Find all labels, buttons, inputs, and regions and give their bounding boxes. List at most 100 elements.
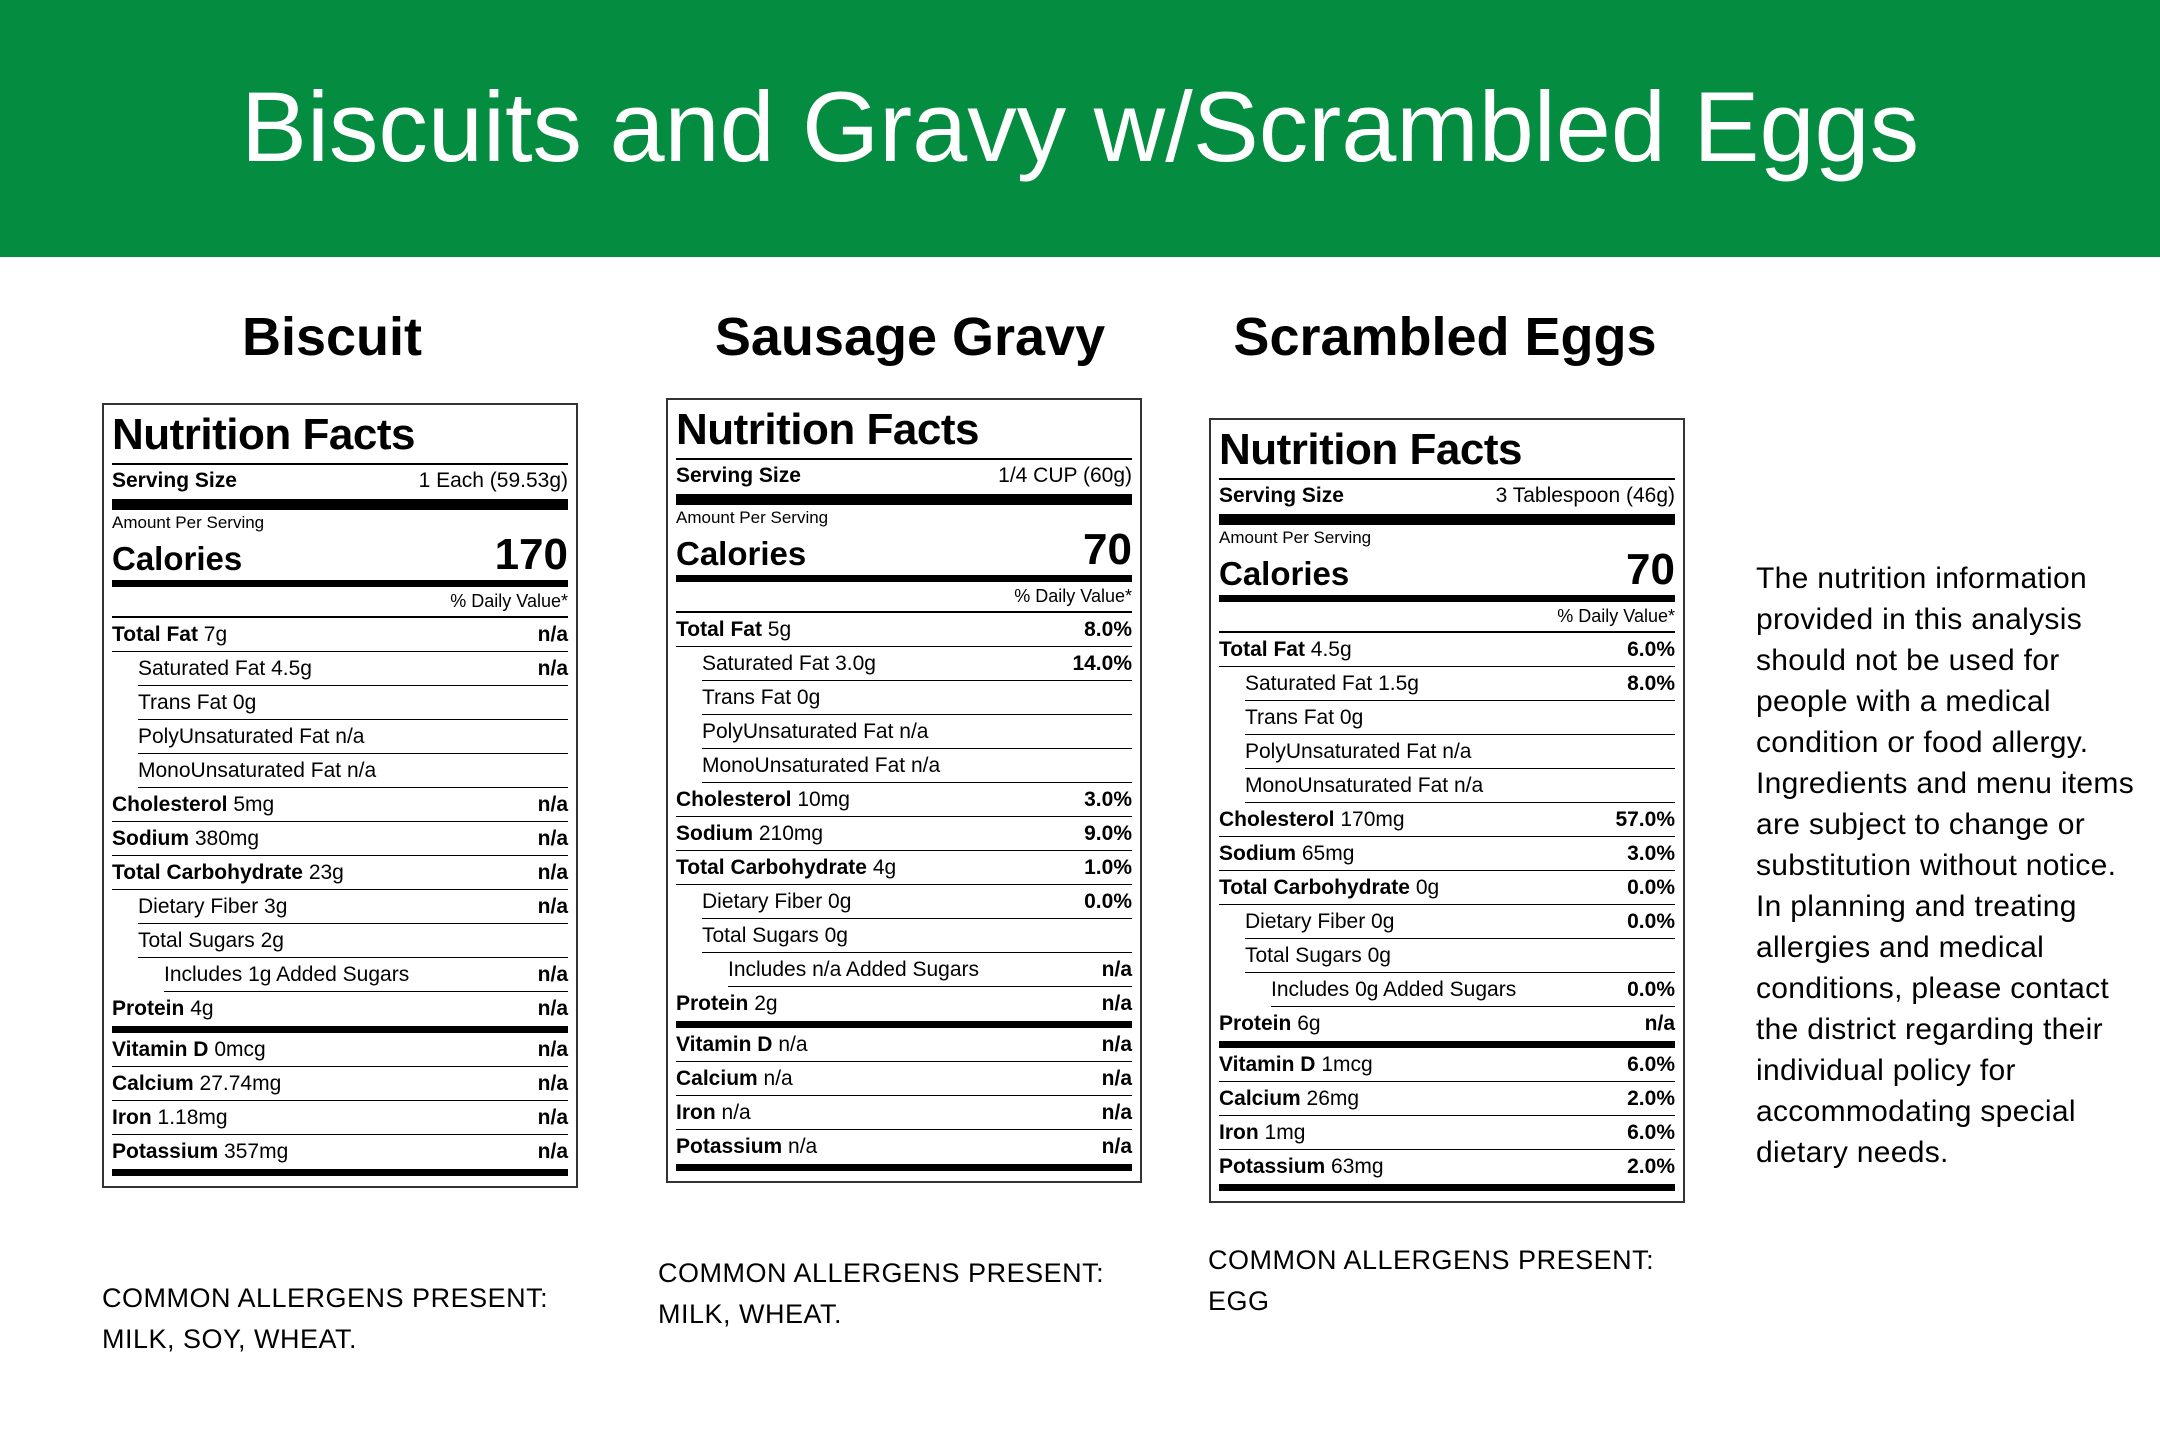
nutrient-label: Vitamin D 0mcg <box>112 1038 266 1062</box>
daily-value-percent: 1.0% <box>1084 855 1132 879</box>
daily-value-percent: n/a <box>537 894 568 918</box>
nutrient-amount: 170mg <box>1340 807 1405 831</box>
serving-size-label: Serving Size <box>1219 484 1344 507</box>
nutrient-name: Includes <box>728 957 807 981</box>
nutrient-name: Total Sugars <box>1245 943 1362 967</box>
nutrient-name: PolyUnsaturated Fat <box>138 724 330 748</box>
nutrient-label: Dietary Fiber 0g <box>1245 910 1394 934</box>
nutrient-amount: n/a <box>788 1135 818 1158</box>
nutrient-amount: 27.74mg <box>199 1071 282 1095</box>
nutrient-name: Trans Fat <box>702 685 792 709</box>
daily-value-header: % Daily Value* <box>1219 602 1675 633</box>
nutrient-amount: 4g <box>872 855 897 879</box>
heading-sausage-gravy: Sausage Gravy <box>714 307 1106 367</box>
daily-value-percent: n/a <box>1101 957 1132 981</box>
daily-value-percent: 3.0% <box>1084 787 1132 811</box>
nutrient-label: Iron 1.18mg <box>112 1106 228 1130</box>
nutrient-row: Trans Fat 0g <box>1245 701 1675 735</box>
nutrient-label: Includes 0g Added Sugars <box>1271 978 1516 1002</box>
nutrient-amount: 4.5g <box>271 656 312 680</box>
nutrient-label: Vitamin D n/a <box>676 1033 808 1057</box>
bottom-divider <box>1219 1184 1675 1191</box>
nutrient-amount: 10mg <box>797 787 850 811</box>
nutrient-label: Total Fat 7g <box>112 623 227 647</box>
nutrient-name: Total Carbohydrate <box>1219 875 1410 899</box>
nutrient-label: Trans Fat 0g <box>702 686 820 710</box>
nutrient-label: Calcium 27.74mg <box>112 1072 281 1096</box>
nutrient-amount: 2g <box>260 928 284 952</box>
nutrient-label: Total Carbohydrate 23g <box>112 861 344 885</box>
nutrient-row: Dietary Fiber 3g n/a <box>138 890 568 924</box>
nutrient-name: Vitamin D <box>676 1032 773 1056</box>
nutrient-row: Total Sugars 0g <box>1245 939 1675 973</box>
amount-per-serving: Amount Per Serving <box>676 508 829 527</box>
heading-biscuit: Biscuit <box>241 307 423 367</box>
nutrient-amount: 3g <box>264 894 288 918</box>
nutrient-name: PolyUnsaturated Fat <box>702 719 894 743</box>
nutrient-name: Protein <box>1219 1012 1292 1035</box>
medium-divider <box>676 575 1132 582</box>
nutrient-amount: 380mg <box>194 826 260 850</box>
nutrient-name: Vitamin D <box>112 1037 209 1061</box>
nutrient-row: Trans Fat 0g <box>702 681 1132 715</box>
nutrient-name: Potassium <box>1219 1155 1326 1178</box>
nutrient-amount: 2g <box>754 992 778 1015</box>
nutrient-row: PolyUnsaturated Fat n/a <box>1245 735 1675 769</box>
nutrient-row: Protein 2g n/a <box>676 987 1132 1021</box>
nutrient-label: Potassium n/a <box>676 1135 817 1159</box>
serving-size-value: 1 Each (59.53g) <box>418 469 568 492</box>
daily-value-percent: n/a <box>537 792 568 816</box>
medium-divider <box>112 580 568 587</box>
daily-value-percent: n/a <box>537 1140 568 1163</box>
nutrient-amount: 7g <box>203 622 228 646</box>
nutrient-amount: 65mg <box>1301 841 1355 865</box>
serving-size-row: Serving Size 1 Each (59.53g) <box>112 465 568 499</box>
nutrient-name: Trans Fat <box>138 690 228 714</box>
nutrient-row: Vitamin D n/a n/a <box>676 1028 1132 1062</box>
nutrient-name: Dietary Fiber <box>138 894 259 918</box>
nutrient-row: Cholesterol 5mg n/a <box>112 788 568 822</box>
allergens-list: EGG <box>1208 1286 1270 1316</box>
nutrient-amount: 0mcg <box>214 1037 266 1061</box>
allergens-scrambled-eggs: COMMON ALLERGENS PRESENT: EGG <box>1208 1240 1654 1322</box>
nutrient-label: Total Sugars 2g <box>138 929 284 953</box>
nutrient-label: Total Sugars 0g <box>1245 944 1391 968</box>
allergens-heading: COMMON ALLERGENS PRESENT: <box>102 1283 549 1313</box>
nutrient-row: Total Fat 4.5g 6.0% <box>1219 633 1675 667</box>
nutrient-row: Saturated Fat 4.5g n/a <box>138 652 568 686</box>
thick-divider <box>1219 1041 1675 1048</box>
nutrient-row: Includes n/a Added Sugars n/a <box>728 953 1132 987</box>
daily-value-percent: n/a <box>537 1037 568 1061</box>
nutrient-label: Potassium 357mg <box>112 1140 288 1164</box>
nutrient-row: Protein 6g n/a <box>1219 1007 1675 1041</box>
nutrient-name: Calcium <box>1219 1086 1301 1110</box>
daily-value-percent: 8.0% <box>1084 617 1132 641</box>
nutrient-row: Dietary Fiber 0g 0.0% <box>1245 905 1675 939</box>
nutrient-label: Protein 4g <box>112 997 214 1021</box>
daily-value-percent: 6.0% <box>1627 637 1675 661</box>
daily-value-percent: n/a <box>1644 1012 1675 1035</box>
nutrient-name: Sodium <box>676 821 753 845</box>
nutrient-amount: 0g <box>1339 705 1364 729</box>
nutrient-label: Total Fat 5g <box>676 618 791 642</box>
daily-value-percent: 9.0% <box>1084 821 1132 845</box>
daily-value-percent: 3.0% <box>1627 841 1675 865</box>
nutrient-name: Cholesterol <box>676 787 792 811</box>
nutrient-label: Calcium n/a <box>676 1067 793 1091</box>
nutrient-name: Dietary Fiber <box>1245 909 1366 933</box>
nutrient-amount: 4.5g <box>1310 637 1352 661</box>
nutrient-label: PolyUnsaturated Fat n/a <box>138 725 364 749</box>
nutrient-amount: n/a <box>778 1032 808 1056</box>
daily-value-percent: n/a <box>537 1071 568 1095</box>
nutrient-label: Sodium 65mg <box>1219 842 1354 866</box>
nutrient-row: Cholesterol 10mg 3.0% <box>676 783 1132 817</box>
nutrient-row: Saturated Fat 1.5g 8.0% <box>1245 667 1675 701</box>
nutrient-amount: 1mg <box>1264 1120 1306 1144</box>
thick-divider <box>676 1021 1132 1028</box>
amount-per-serving: Amount Per Serving <box>1219 528 1372 547</box>
nutrient-amount: 1.18mg <box>157 1105 228 1129</box>
nutrient-amount: 5mg <box>233 792 275 816</box>
nutrient-name: Total Fat <box>1219 637 1305 661</box>
nutrient-row: Protein 4g n/a <box>112 992 568 1026</box>
daily-value-percent: n/a <box>537 962 568 986</box>
